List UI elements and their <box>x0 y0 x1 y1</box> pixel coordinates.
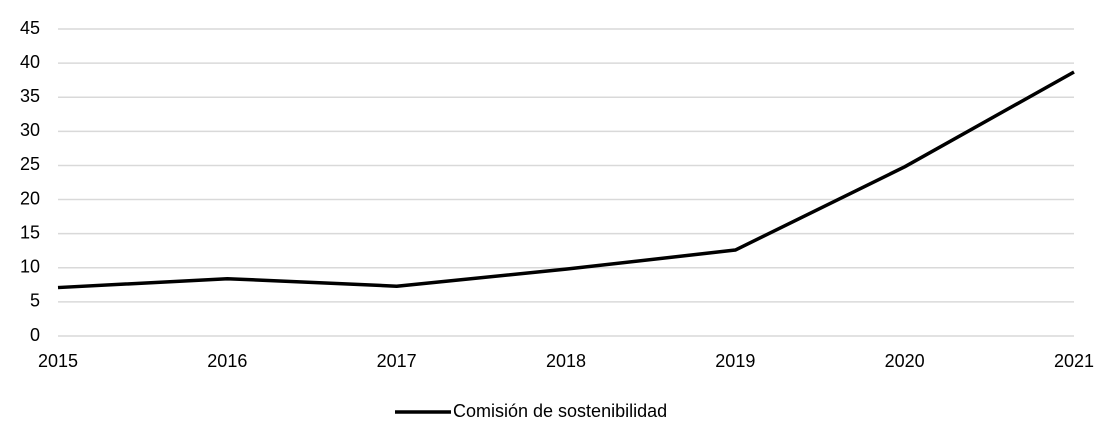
y-tick-label: 45 <box>20 18 40 38</box>
y-tick-label: 15 <box>20 222 40 242</box>
y-tick-label: 20 <box>20 188 40 208</box>
y-tick-label: 35 <box>20 86 40 106</box>
x-tick-label: 2019 <box>715 351 755 371</box>
x-tick-label: 2017 <box>377 351 417 371</box>
x-tick-label: 2015 <box>38 351 78 371</box>
y-tick-label: 0 <box>30 325 40 345</box>
y-tick-label: 10 <box>20 257 40 277</box>
x-tick-label: 2016 <box>207 351 247 371</box>
y-tick-label: 5 <box>30 291 40 311</box>
y-tick-label: 40 <box>20 52 40 72</box>
y-tick-label: 30 <box>20 120 40 140</box>
legend-label: Comisión de sostenibilidad <box>453 401 667 421</box>
series-line <box>57 70 1075 290</box>
x-tick-label: 2021 <box>1054 351 1094 371</box>
y-tick-label: 25 <box>20 154 40 174</box>
x-tick-label: 2018 <box>546 351 586 371</box>
x-tick-label: 2020 <box>885 351 925 371</box>
